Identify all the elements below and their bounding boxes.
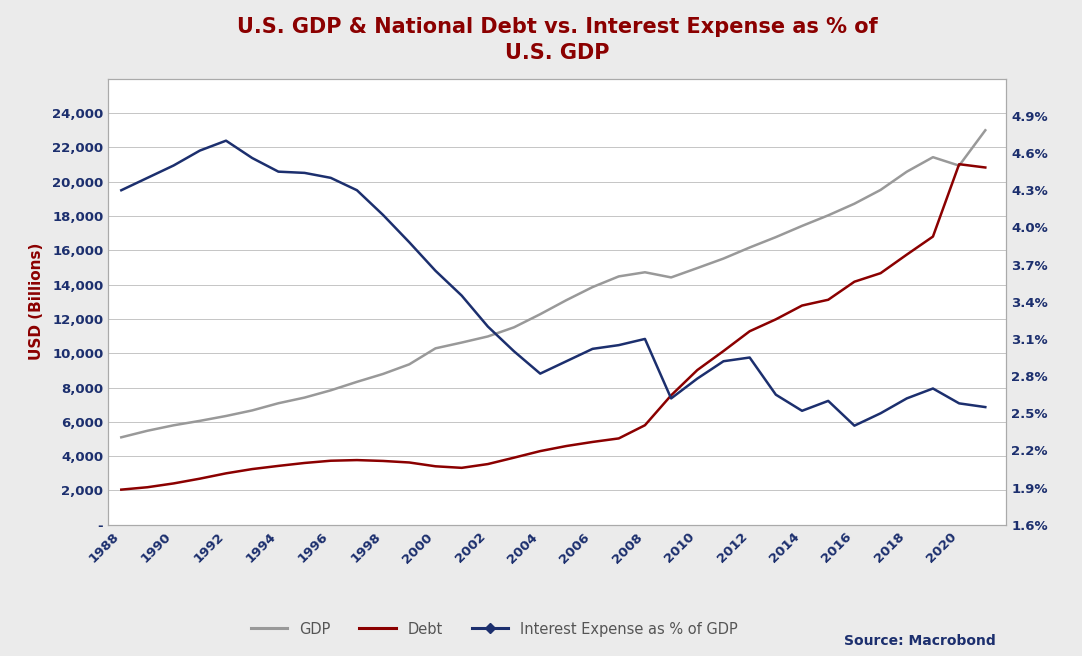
Text: Source: Macrobond: Source: Macrobond [844,634,995,648]
Y-axis label: USD (Billions): USD (Billions) [29,243,43,360]
Title: U.S. GDP & National Debt vs. Interest Expense as % of
U.S. GDP: U.S. GDP & National Debt vs. Interest Ex… [237,17,878,63]
Legend: GDP, Debt, Interest Expense as % of GDP: GDP, Debt, Interest Expense as % of GDP [245,616,743,642]
